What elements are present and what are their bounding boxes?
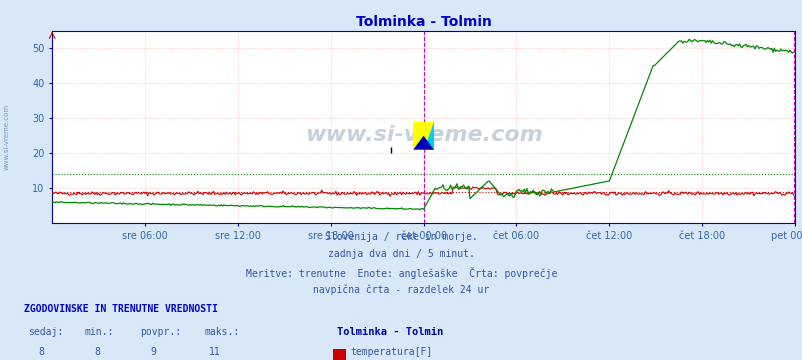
Text: 8: 8 [38,347,44,357]
Title: Tolminka - Tolmin: Tolminka - Tolmin [355,15,491,30]
Text: www.si-vreme.com: www.si-vreme.com [3,104,10,170]
Text: ZGODOVINSKE IN TRENUTNE VREDNOSTI: ZGODOVINSKE IN TRENUTNE VREDNOSTI [24,304,217,314]
Polygon shape [423,122,433,150]
Text: navpična črta - razdelek 24 ur: navpična črta - razdelek 24 ur [313,284,489,294]
Text: 11: 11 [209,347,221,357]
Text: www.si-vreme.com: www.si-vreme.com [304,125,542,145]
Text: Tolminka - Tolmin: Tolminka - Tolmin [337,327,443,337]
Text: Meritve: trenutne  Enote: anglešaške  Črta: povprečje: Meritve: trenutne Enote: anglešaške Črta… [245,267,557,279]
Polygon shape [413,136,433,150]
Text: temperatura[F]: temperatura[F] [350,347,432,357]
Text: Slovenija / reke in morje.: Slovenija / reke in morje. [325,232,477,242]
Bar [413,122,433,150]
Text: sedaj:: sedaj: [28,327,63,337]
Text: zadnja dva dni / 5 minut.: zadnja dva dni / 5 minut. [328,249,474,260]
Text: 9: 9 [151,347,156,357]
Text: povpr.:: povpr.: [140,327,181,337]
Text: 8: 8 [95,347,100,357]
Text: maks.:: maks.: [205,327,240,337]
Text: min.:: min.: [84,327,114,337]
